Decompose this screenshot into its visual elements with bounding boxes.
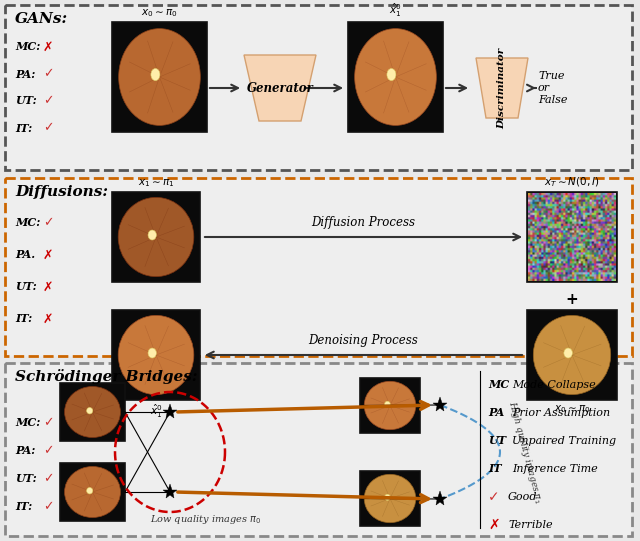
- Ellipse shape: [65, 386, 120, 438]
- Text: ✗: ✗: [43, 248, 54, 261]
- Bar: [60, 383, 125, 441]
- Text: Low quality images $\pi_0$: Low quality images $\pi_0$: [150, 513, 261, 526]
- Ellipse shape: [148, 348, 156, 358]
- Ellipse shape: [65, 466, 120, 518]
- Ellipse shape: [364, 474, 416, 523]
- Text: Discriminator: Discriminator: [497, 48, 506, 129]
- Ellipse shape: [118, 29, 200, 126]
- Text: ✓: ✓: [43, 472, 54, 485]
- Text: $x_0 \sim \pi_0$: $x_0 \sim \pi_0$: [554, 403, 590, 415]
- Bar: [5, 178, 632, 356]
- Ellipse shape: [86, 407, 93, 414]
- Text: Prior Assumption: Prior Assumption: [512, 408, 610, 418]
- Bar: [527, 192, 617, 282]
- Text: Denoising Process: Denoising Process: [308, 334, 419, 347]
- Text: UT:: UT:: [15, 473, 36, 485]
- Text: ✗: ✗: [43, 41, 54, 54]
- Text: IT: IT: [488, 464, 502, 474]
- Polygon shape: [476, 58, 528, 118]
- Text: Diffusions:: Diffusions:: [15, 185, 108, 199]
- Text: $x_T \sim N(0,I)$: $x_T \sim N(0,I)$: [544, 175, 600, 189]
- Text: ✗: ✗: [488, 518, 500, 532]
- Text: Mode Collapse: Mode Collapse: [512, 380, 596, 390]
- Text: PA: PA: [488, 407, 504, 419]
- Ellipse shape: [387, 69, 396, 81]
- Ellipse shape: [355, 29, 436, 126]
- Bar: [348, 22, 443, 132]
- Text: PA:: PA:: [15, 445, 35, 457]
- Text: $x_1 \sim \pi_1$: $x_1 \sim \pi_1$: [138, 177, 174, 189]
- Ellipse shape: [385, 494, 390, 500]
- Text: Generator: Generator: [246, 82, 314, 95]
- Ellipse shape: [564, 348, 572, 358]
- Text: Diffusion Process: Diffusion Process: [312, 216, 415, 229]
- Ellipse shape: [118, 197, 194, 276]
- Text: ✓: ✓: [43, 122, 54, 135]
- Ellipse shape: [533, 315, 611, 394]
- Text: MC: MC: [488, 379, 509, 391]
- Text: Inference Time: Inference Time: [512, 464, 598, 474]
- Text: UT:: UT:: [15, 96, 36, 107]
- Text: UT:: UT:: [15, 281, 36, 293]
- Polygon shape: [244, 55, 316, 121]
- Text: ✓: ✓: [43, 500, 54, 513]
- Text: Unpaired Training: Unpaired Training: [512, 436, 616, 446]
- Bar: [5, 363, 632, 536]
- Text: GANs:: GANs:: [15, 12, 68, 26]
- Bar: [360, 378, 420, 433]
- Bar: [5, 5, 632, 170]
- Text: $\hat{x}_1^0$: $\hat{x}_1^0$: [150, 403, 163, 420]
- Text: ✓: ✓: [43, 216, 54, 229]
- Text: UT: UT: [488, 436, 506, 446]
- Text: Good: Good: [508, 492, 538, 502]
- Bar: [112, 310, 200, 400]
- Ellipse shape: [151, 69, 160, 81]
- Ellipse shape: [148, 230, 156, 240]
- Text: PA:: PA:: [15, 69, 35, 80]
- Bar: [60, 463, 125, 521]
- Ellipse shape: [385, 401, 390, 407]
- Text: ✓: ✓: [43, 95, 54, 108]
- Bar: [112, 192, 200, 282]
- Text: High quality images $\pi_1$: High quality images $\pi_1$: [505, 399, 545, 505]
- Text: ✓: ✓: [43, 445, 54, 458]
- Ellipse shape: [86, 487, 93, 494]
- Ellipse shape: [364, 381, 416, 430]
- Bar: [360, 471, 420, 526]
- Bar: [112, 22, 207, 132]
- Text: PA.: PA.: [15, 249, 35, 261]
- Text: ✓: ✓: [43, 417, 54, 430]
- Text: MC:: MC:: [15, 217, 40, 228]
- Text: IT:: IT:: [15, 502, 32, 512]
- Text: +: +: [566, 292, 579, 307]
- Ellipse shape: [118, 315, 194, 394]
- Text: ✓: ✓: [43, 68, 54, 81]
- Text: True
or
False: True or False: [538, 71, 568, 104]
- Text: IT:: IT:: [15, 313, 32, 325]
- Text: ✓: ✓: [488, 490, 500, 504]
- Text: MC:: MC:: [15, 42, 40, 52]
- Bar: [527, 310, 617, 400]
- Text: IT:: IT:: [15, 122, 32, 134]
- Text: $x_0 \sim \pi_0$: $x_0 \sim \pi_0$: [141, 7, 178, 19]
- Text: Schrödinger Bridges:: Schrödinger Bridges:: [15, 370, 198, 385]
- Text: $\hat{x}_1^0$: $\hat{x}_1^0$: [389, 2, 402, 19]
- Text: Terrible: Terrible: [508, 520, 552, 530]
- Text: ✗: ✗: [43, 313, 54, 326]
- Text: ✗: ✗: [43, 280, 54, 294]
- Text: MC:: MC:: [15, 418, 40, 428]
